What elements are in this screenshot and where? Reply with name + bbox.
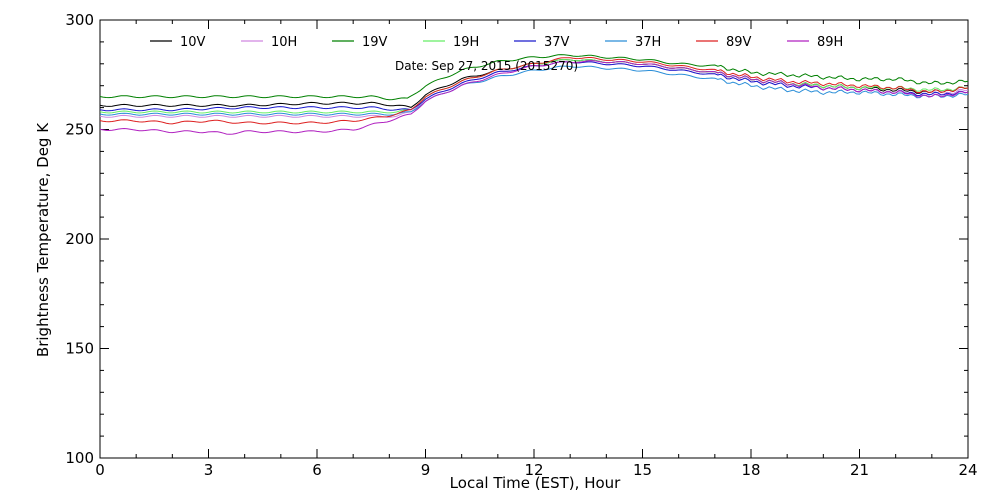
y-axis-title: Brightness Temperature, Deg K (34, 122, 52, 357)
y-tick-label: 250 (65, 121, 94, 139)
legend-label-37H: 37H (635, 35, 661, 50)
legend-label-10H: 10H (271, 35, 297, 50)
series-line-89V (99, 57, 969, 125)
series-line-19V (99, 54, 969, 101)
x-tick-label: 24 (958, 461, 977, 479)
y-tick-label: 150 (65, 340, 94, 358)
y-tick-label: 200 (65, 230, 94, 248)
legend-label-19V: 19V (362, 35, 388, 50)
x-tick-label: 15 (633, 461, 652, 479)
legend-label-89V: 89V (726, 35, 752, 50)
x-tick-label: 0 (95, 461, 105, 479)
legend-label-19H: 19H (453, 35, 479, 50)
date-annotation: Date: Sep 27, 2015 (2015270) (395, 59, 578, 73)
legend-label-10V: 10V (180, 35, 206, 50)
x-tick-label: 12 (524, 461, 543, 479)
x-tick-label: 6 (312, 461, 322, 479)
x-tick-label: 21 (850, 461, 869, 479)
y-tick-label: 300 (65, 11, 94, 29)
series-line-89H (99, 60, 969, 135)
legend: 10V 10H 19V 19H 37V 37H 89V 89H (150, 35, 843, 50)
x-axis-title: Local Time (EST), Hour (450, 474, 621, 492)
y-tick-label: 100 (65, 449, 94, 467)
legend-label-37V: 37V (544, 35, 570, 50)
axes: 0 3 6 9 12 15 18 21 24 100 150 200 250 300 (65, 11, 977, 479)
x-tick-label: 18 (741, 461, 760, 479)
x-tick-label: 9 (421, 461, 431, 479)
series-line-37H (99, 65, 969, 116)
x-tick-label: 3 (204, 461, 214, 479)
series-lines (99, 54, 969, 135)
legend-label-89H: 89H (817, 35, 843, 50)
